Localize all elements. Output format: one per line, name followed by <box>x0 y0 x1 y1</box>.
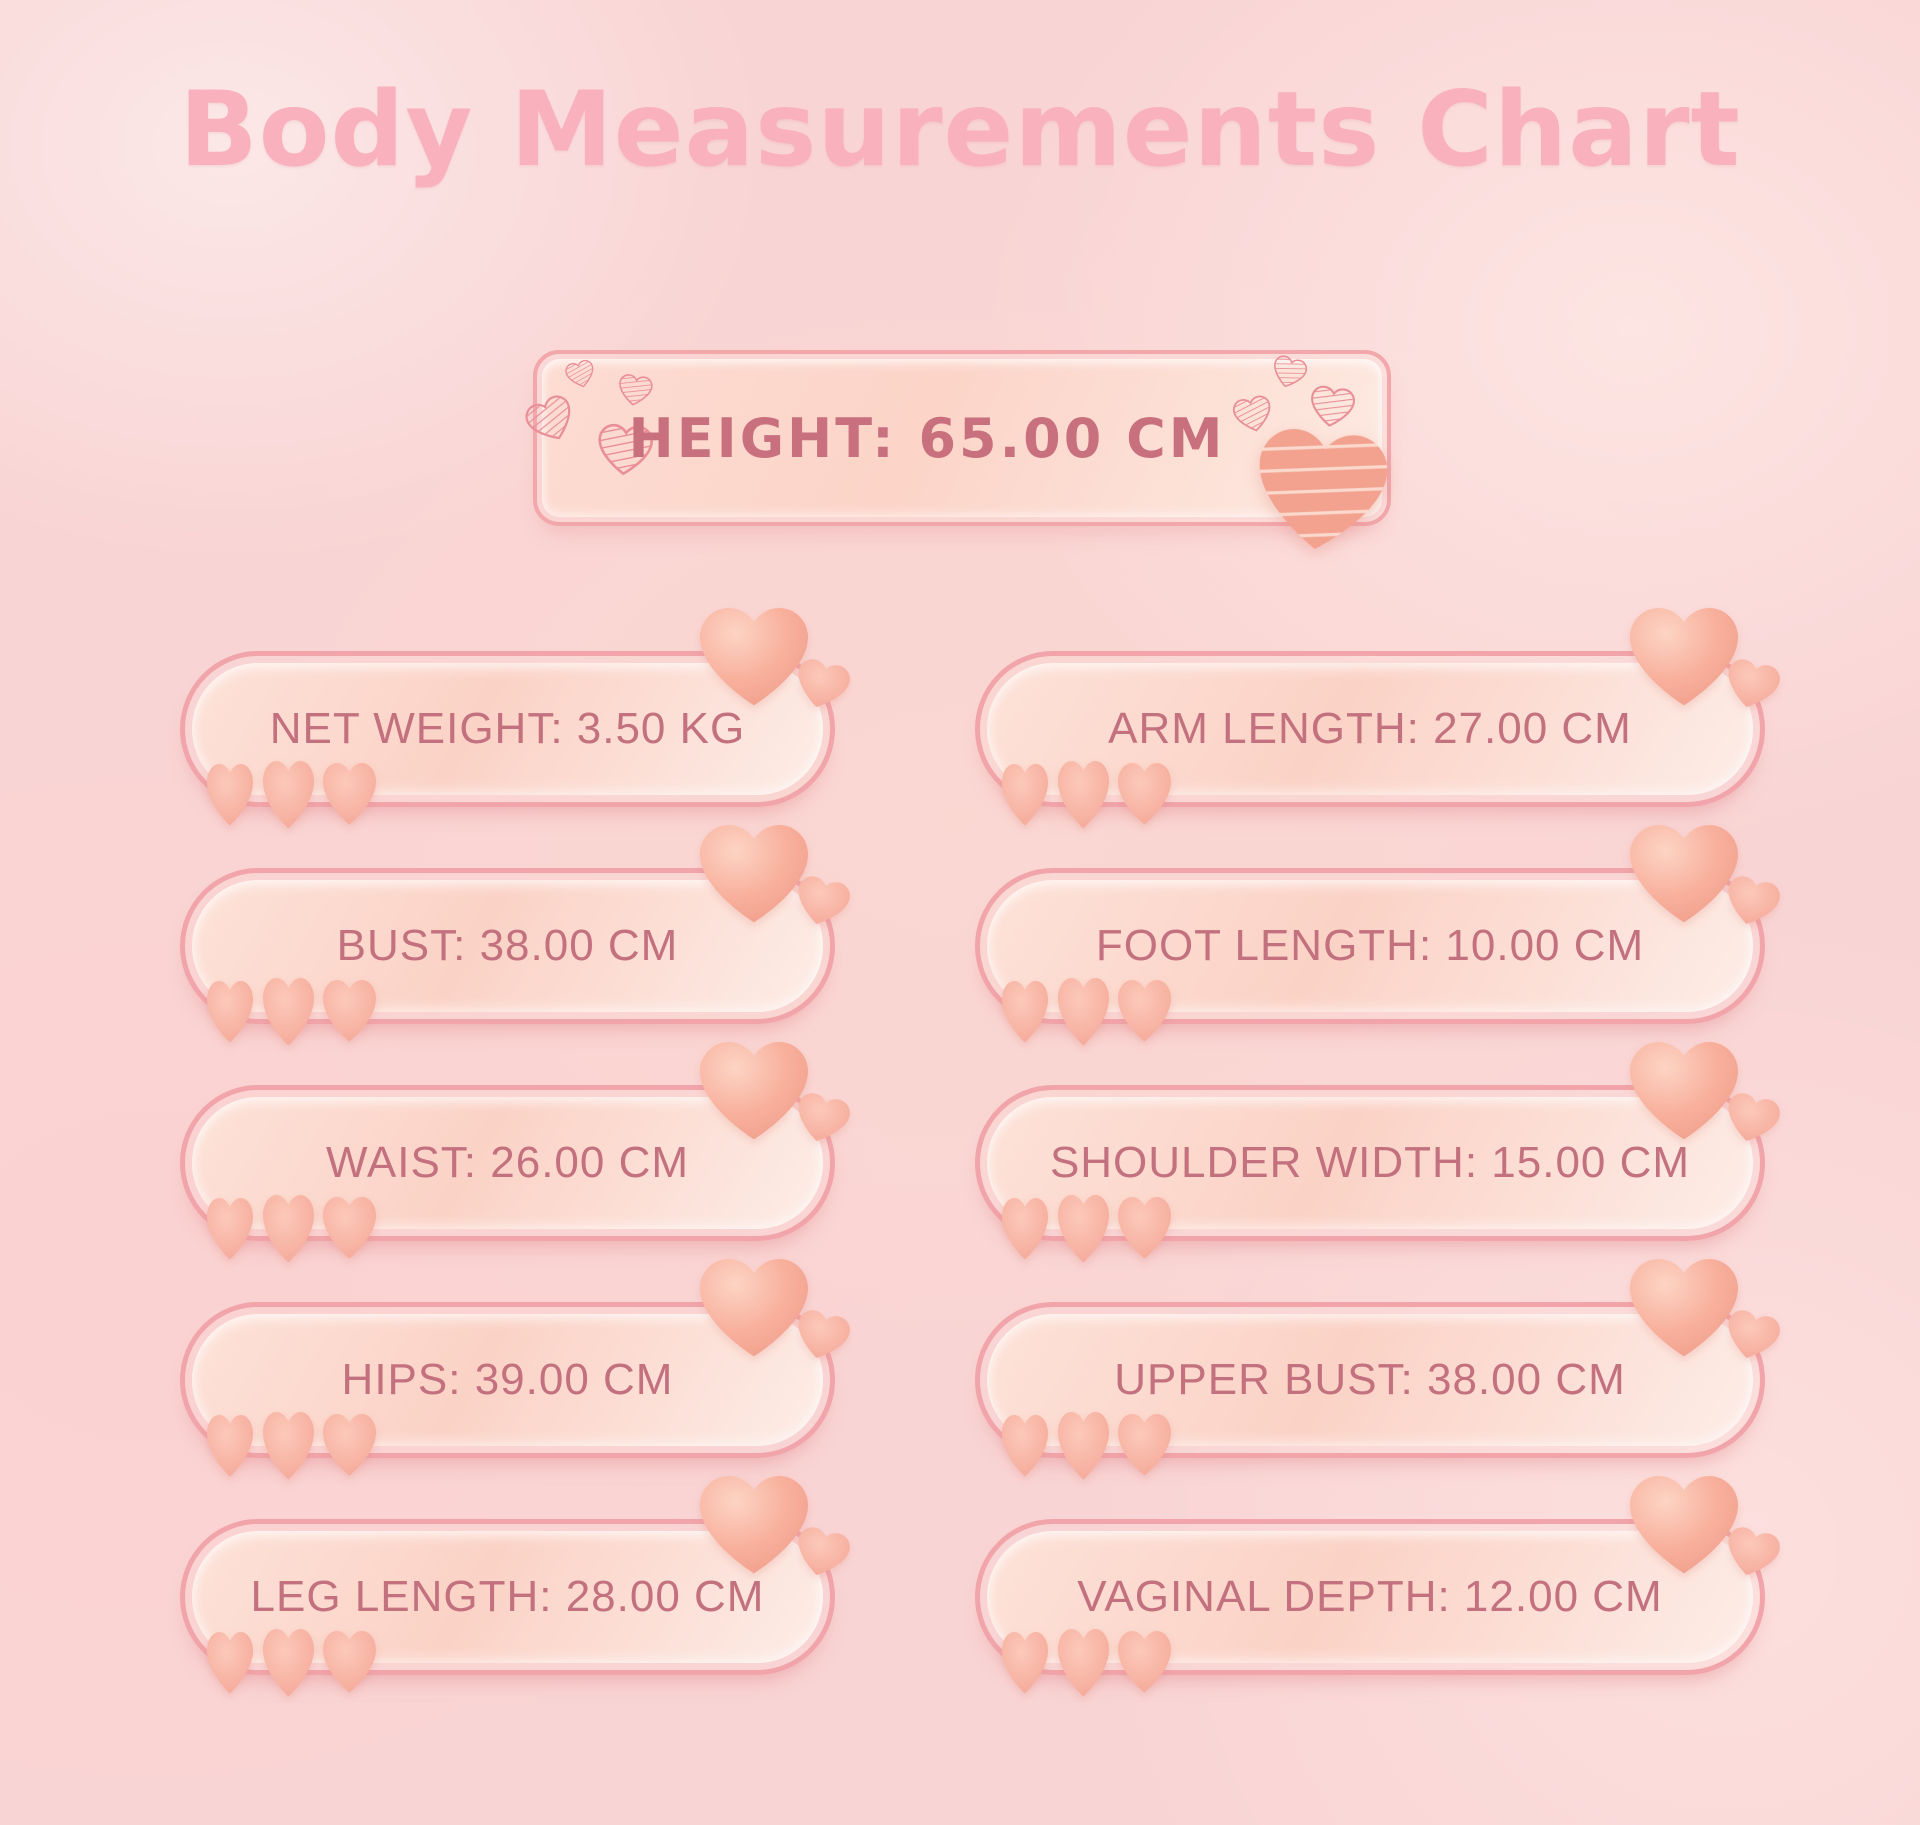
heart-icon <box>1118 980 1171 1042</box>
measurement-label: HIPS: 39.00 CM <box>341 1355 674 1404</box>
heart-icon <box>1002 981 1048 1043</box>
heart-icon <box>1630 1476 1738 1574</box>
measurement-pill-arm-length: ARM LENGTH: 27.00 CM <box>975 608 1783 829</box>
heart-icon <box>700 1476 808 1574</box>
heart-icon <box>1002 1632 1048 1694</box>
heart-icon <box>1630 608 1738 706</box>
heart-icon <box>207 981 253 1043</box>
sketch-heart-icon <box>563 358 598 391</box>
heart-icon <box>323 1197 376 1259</box>
heart-icon <box>1118 763 1171 825</box>
heart-icon <box>1058 1629 1109 1697</box>
heart-icon <box>323 1414 376 1476</box>
measurement-label: LEG LENGTH: 28.00 CM <box>250 1572 765 1621</box>
measurement-label: ARM LENGTH: 27.00 CM <box>1108 704 1632 753</box>
heart-icon <box>1058 761 1109 829</box>
measurement-label: UPPER BUST: 38.00 CM <box>1114 1355 1626 1404</box>
measurement-pill-net-weight: NET WEIGHT: 3.50 KG <box>180 608 853 829</box>
heart-icon <box>323 1631 376 1693</box>
measurement-pill-foot-length: FOOT LENGTH: 10.00 CM <box>975 825 1783 1046</box>
height-box: HEIGHT: 65.00 CM <box>521 350 1391 556</box>
heart-icon <box>323 980 376 1042</box>
heart-icon <box>1002 1415 1048 1477</box>
heart-icon <box>263 1412 314 1480</box>
heart-icon <box>1058 1195 1109 1263</box>
heart-icon <box>700 825 808 923</box>
sketch-heart-icon <box>521 391 581 449</box>
heart-icon <box>1118 1197 1171 1259</box>
measurement-label: BUST: 38.00 CM <box>336 921 679 970</box>
measurement-label: FOOT LENGTH: 10.00 CM <box>1095 921 1645 970</box>
measurement-pill-waist: WAIST: 26.00 CM <box>180 1042 853 1263</box>
measurement-pill-vaginal-depth: VAGINAL DEPTH: 12.00 CM <box>975 1476 1783 1697</box>
heart-icon <box>263 1629 314 1697</box>
measurement-pill-bust: BUST: 38.00 CM <box>180 825 853 1046</box>
page-title: Body Measurements Chart <box>179 70 1741 190</box>
heart-icon <box>323 763 376 825</box>
heart-icon <box>207 1415 253 1477</box>
measurement-pill-shoulder-width: SHOULDER WIDTH: 15.00 CM <box>975 1042 1783 1263</box>
heart-icon <box>1630 825 1738 923</box>
measurement-pill-hips: HIPS: 39.00 CM <box>180 1259 853 1480</box>
measurement-pill-upper-bust: UPPER BUST: 38.00 CM <box>975 1259 1783 1480</box>
heart-icon <box>207 764 253 826</box>
heart-icon <box>1058 1412 1109 1480</box>
heart-icon <box>700 608 808 706</box>
sketch-heart-icon <box>1251 425 1391 556</box>
sketch-heart-icon <box>1307 384 1357 430</box>
heart-icon <box>1002 1198 1048 1260</box>
measurement-label: SHOULDER WIDTH: 15.00 CM <box>1049 1138 1691 1187</box>
heart-icon <box>1118 1414 1171 1476</box>
heart-icon <box>207 1198 253 1260</box>
measurement-label: WAIST: 26.00 CM <box>325 1138 690 1187</box>
measurement-label: NET WEIGHT: 3.50 KG <box>269 704 746 753</box>
heart-icon <box>1002 764 1048 826</box>
measurement-pill-leg-length: LEG LENGTH: 28.00 CM <box>180 1476 853 1697</box>
sketch-heart-icon <box>1268 353 1310 392</box>
measurement-label: VAGINAL DEPTH: 12.00 CM <box>1077 1572 1663 1621</box>
heart-icon <box>1630 1042 1738 1140</box>
heart-icon <box>700 1259 808 1357</box>
heart-icon <box>700 1042 808 1140</box>
height-label: HEIGHT: 65.00 CM <box>628 406 1226 470</box>
heart-icon <box>207 1632 253 1694</box>
heart-icon <box>1118 1631 1171 1693</box>
heart-icon <box>1058 978 1109 1046</box>
heart-icon <box>1630 1259 1738 1357</box>
heart-icon <box>263 1195 314 1263</box>
sketch-heart-icon <box>616 372 654 408</box>
heart-icon <box>263 978 314 1046</box>
heart-icon <box>263 761 314 829</box>
